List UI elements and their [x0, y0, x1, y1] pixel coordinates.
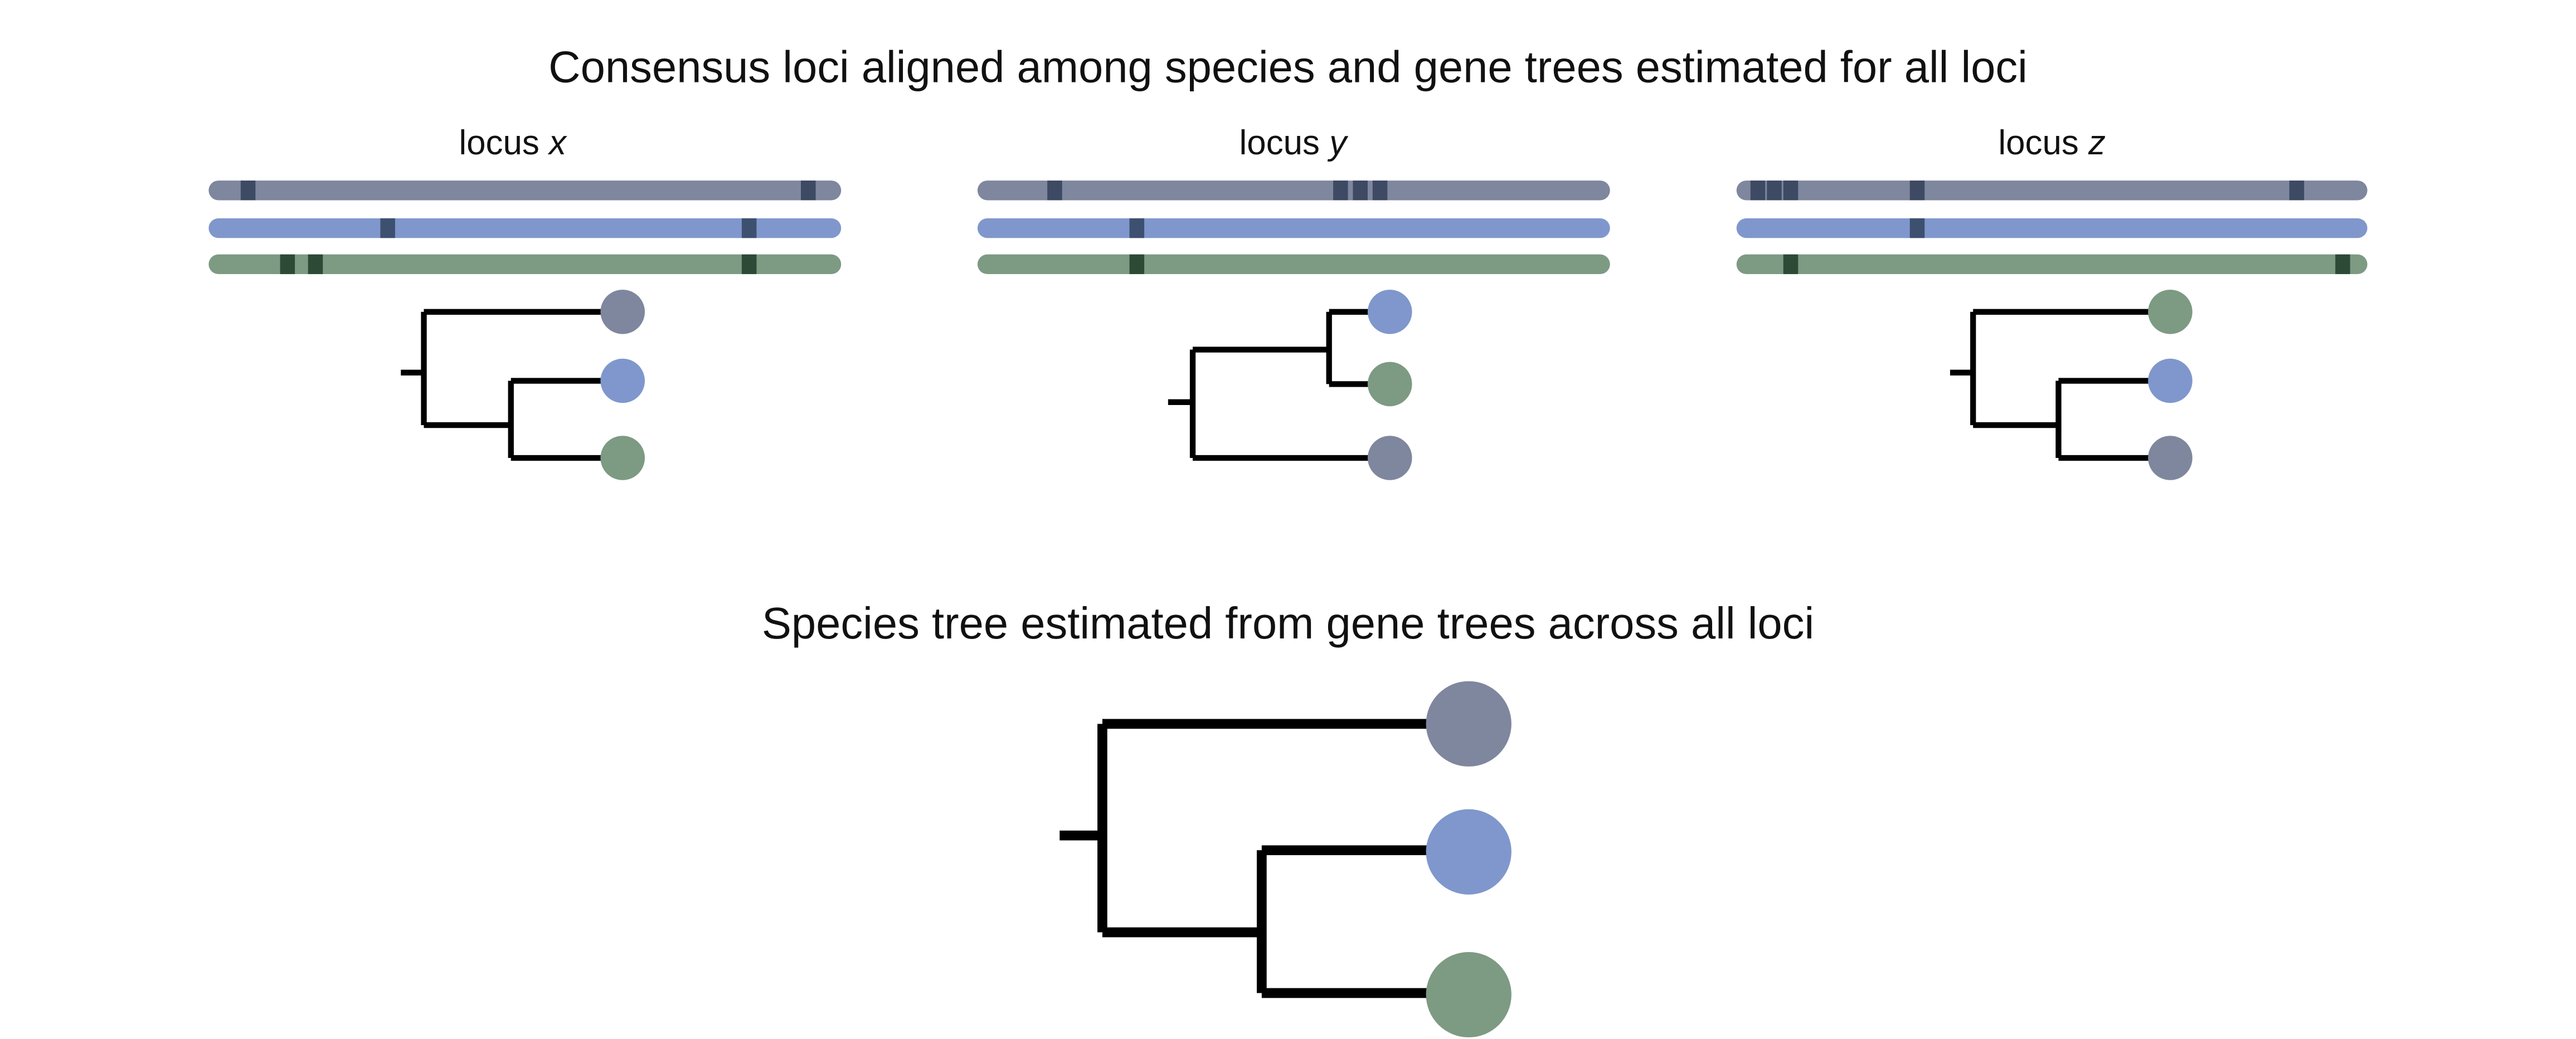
variant-site — [741, 254, 757, 275]
tip — [1367, 290, 1412, 334]
variant-site — [1750, 181, 1766, 201]
variant-site — [1909, 181, 1925, 201]
variant-site — [280, 254, 295, 275]
variant-site — [1372, 181, 1388, 201]
locus-variable: z — [2088, 124, 2106, 162]
locus-label: locus z — [1998, 124, 2106, 162]
top-heading: Consensus loci aligned among species and… — [548, 42, 2028, 91]
variant-site — [240, 181, 256, 201]
variant-site — [308, 254, 323, 275]
variant-site — [2289, 181, 2305, 201]
tree-branch — [1950, 309, 2170, 461]
sequence-bar — [1736, 181, 2368, 201]
tip — [2148, 290, 2193, 334]
tip — [2148, 358, 2193, 403]
tip — [600, 290, 645, 334]
sequence-bar — [1736, 254, 2368, 275]
tree-branch — [1059, 719, 1469, 998]
sequence-bar — [208, 181, 842, 201]
variant-site — [1767, 181, 1782, 201]
locus-label: locus x — [459, 124, 567, 162]
tip — [1426, 681, 1511, 767]
variant-site — [741, 218, 757, 238]
locus-word: locus — [1240, 124, 1320, 162]
tip — [1367, 436, 1412, 480]
tip — [1426, 809, 1511, 895]
variant-site — [1353, 181, 1368, 201]
variant-site — [801, 181, 816, 201]
sequence-bar — [977, 254, 1610, 275]
sequence-bar — [977, 181, 1610, 201]
variant-site — [1909, 218, 1925, 238]
bottom-heading: Species tree estimated from gene trees a… — [762, 598, 1814, 648]
locus-label: locus y — [1240, 124, 1349, 162]
locus-word: locus — [459, 124, 539, 162]
variant-site — [1783, 254, 1799, 275]
tip — [600, 358, 645, 403]
variant-site — [1783, 181, 1799, 201]
tree-branch — [401, 309, 623, 461]
tree-branch — [1168, 309, 1390, 461]
variant-site — [1047, 181, 1062, 201]
sequence-bar — [1736, 218, 2368, 238]
locus-variable: x — [547, 124, 567, 162]
variant-site — [2335, 254, 2350, 275]
sequence-bar — [208, 254, 842, 275]
locus-word: locus — [1998, 124, 2078, 162]
locus-variable: y — [1327, 124, 1349, 162]
variant-site — [1129, 254, 1145, 275]
tip — [2148, 436, 2193, 480]
tip — [1426, 952, 1511, 1038]
variant-site — [1333, 181, 1348, 201]
sequence-bar — [977, 218, 1610, 238]
tip — [1367, 362, 1412, 407]
sequence-bar — [208, 218, 842, 238]
tip — [600, 436, 645, 480]
variant-site — [380, 218, 395, 238]
variant-site — [1129, 218, 1145, 238]
